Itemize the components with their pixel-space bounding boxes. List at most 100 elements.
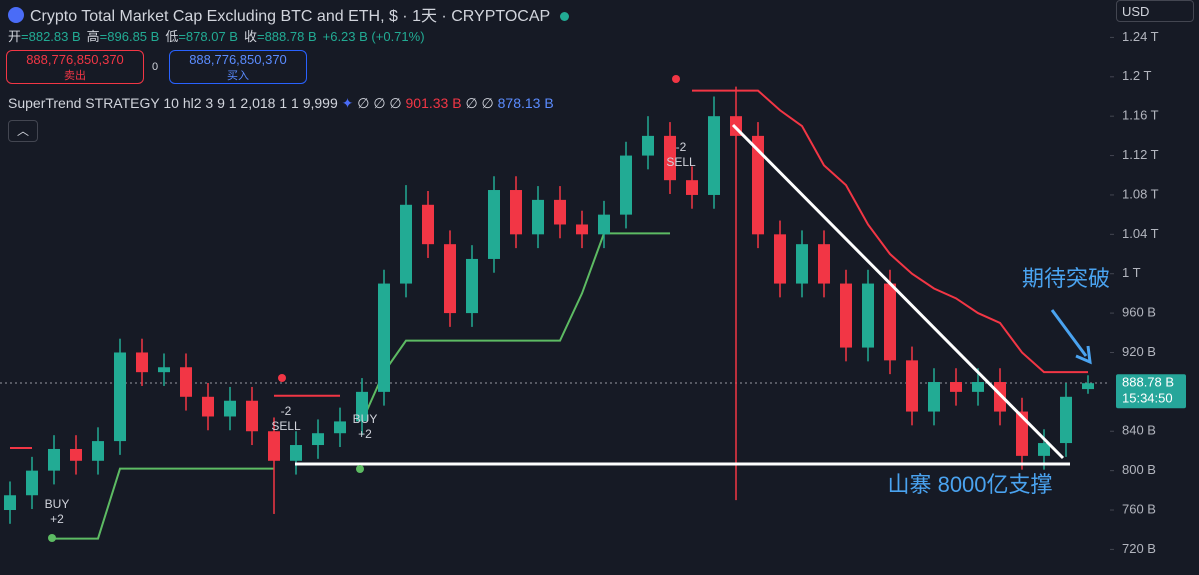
annotation: 期待突破 <box>1022 266 1110 291</box>
candle-body <box>4 495 16 511</box>
ohlc-key: 低 <box>165 29 179 44</box>
candle-body <box>224 400 236 417</box>
candle-body <box>928 382 940 412</box>
arrow <box>1050 309 1092 365</box>
candle-body <box>92 441 104 461</box>
buy-price: 888,776,850,370 <box>189 52 287 67</box>
candle-body <box>510 190 522 235</box>
candle-body <box>488 190 500 259</box>
buy-label: 买入 <box>227 70 249 82</box>
candle-body <box>356 391 368 422</box>
y-tick-label: 840 B <box>1122 423 1156 438</box>
annotation: 山寨 8000亿支撑 <box>887 472 1052 497</box>
candle-body <box>906 360 918 412</box>
signal-side: BUY <box>353 412 378 426</box>
ohlc: 开=882.83 B 高=896.85 B 低=878.07 B 收=888.78 B… <box>8 26 425 45</box>
candle-body <box>26 470 38 496</box>
y-tick-label: 1.04 T <box>1122 226 1159 241</box>
signal-side: SELL <box>271 419 301 433</box>
ohlc-value: =896.85 B <box>99 29 160 44</box>
candle-body <box>642 135 654 156</box>
y-tick-label: 920 B <box>1122 344 1156 359</box>
candle-body <box>686 180 698 195</box>
sell-label: 卖出 <box>64 70 86 82</box>
y-tick-label: 960 B <box>1122 305 1156 320</box>
currency[interactable]: USD <box>1116 0 1194 22</box>
candle-body <box>48 448 60 471</box>
candle-body <box>532 199 544 235</box>
signal-qty: -2 <box>676 140 687 154</box>
ohlc-value: =882.83 B <box>21 29 81 44</box>
signal-side: SELL <box>666 155 696 169</box>
candle-body <box>1016 411 1028 456</box>
candle-body <box>268 431 280 461</box>
candle-body <box>136 352 148 373</box>
candle-body <box>70 448 82 461</box>
signal-qty: +2 <box>358 427 372 441</box>
candle-body <box>378 283 390 392</box>
candle-body <box>818 244 830 284</box>
price-label: 888.78 B <box>1122 375 1174 390</box>
candle-body <box>752 135 764 235</box>
candle-body <box>840 283 852 348</box>
candle-body <box>422 204 434 245</box>
candle-body <box>180 367 192 397</box>
indicator-value: 901.33 B <box>405 95 462 111</box>
ohlc-change: +6.23 B (+0.71%) <box>322 29 425 44</box>
indicator: SuperTrend STRATEGY 10 hl2 3 9 1 2,018 1… <box>8 95 554 111</box>
candle-body <box>708 116 720 195</box>
candle-body <box>290 445 302 461</box>
y-tick-label: 1.2 T <box>1122 68 1151 83</box>
candle-body <box>114 352 126 442</box>
ohlc-key: 开 <box>8 29 22 44</box>
y-tick-label: 1.16 T <box>1122 108 1159 123</box>
ohlc-value: =888.78 B <box>256 29 317 44</box>
candle-body <box>400 204 412 284</box>
candle-body <box>620 155 632 215</box>
candle-body <box>334 421 346 434</box>
buy-button[interactable]: 888,776,850,370 买入 <box>169 50 307 84</box>
y-tick-label: 800 B <box>1122 462 1156 477</box>
price-label-bg <box>1116 374 1186 409</box>
signal-side: BUY <box>45 497 70 511</box>
candle-body <box>796 244 808 284</box>
indicator-null: ∅ ∅ <box>465 95 494 111</box>
y-tick-label: 1.24 T <box>1122 29 1159 44</box>
countdown: 15:34:50 <box>1122 391 1173 406</box>
candle-body <box>554 199 566 225</box>
candle-body <box>202 396 214 417</box>
candle-body <box>862 283 874 348</box>
signal-dot <box>672 75 680 83</box>
candle-body <box>1038 443 1050 456</box>
candle-body <box>1082 383 1094 390</box>
ohlc-key: 高 <box>86 29 100 44</box>
indicator-name: SuperTrend STRATEGY 10 hl2 3 9 1 2,018 1… <box>8 95 338 111</box>
candle-body <box>1060 396 1072 444</box>
ohlc-value: =878.07 B <box>178 29 238 44</box>
collapse-button[interactable]: ︿ <box>8 120 38 142</box>
indicator-value: 878.13 B <box>497 95 554 111</box>
candle-body <box>598 214 610 235</box>
candle-body <box>576 224 588 235</box>
candle-body <box>312 433 324 446</box>
supertrend-line <box>54 232 670 540</box>
y-tick-label: 1 T <box>1122 265 1141 280</box>
candle-body <box>972 382 984 392</box>
candle-body <box>246 400 258 432</box>
candle-body <box>884 283 896 361</box>
candle-body <box>664 135 676 181</box>
indicator-null: ∅ ∅ ∅ <box>357 95 402 111</box>
y-tick-label: 1.08 T <box>1122 186 1159 201</box>
trend-line <box>731 123 1065 460</box>
y-tick-label: 760 B <box>1122 501 1156 516</box>
candle-body <box>774 234 786 284</box>
candle-body <box>466 258 478 314</box>
title-text: Crypto Total Market Cap Excluding BTC an… <box>30 8 550 25</box>
sell-button[interactable]: 888,776,850,370 卖出 <box>6 50 144 84</box>
title: Crypto Total Market Cap Excluding BTC an… <box>8 2 570 26</box>
y-tick-label: 720 B <box>1122 541 1156 556</box>
signal-dot <box>48 534 56 542</box>
supertrend-line <box>10 89 1088 449</box>
signal-dot <box>356 465 364 473</box>
candle-body <box>158 367 170 373</box>
